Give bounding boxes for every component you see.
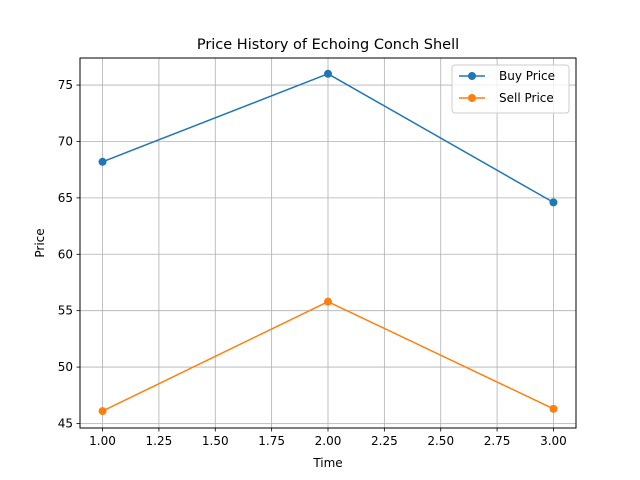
legend-label-sell: Sell Price bbox=[499, 91, 554, 105]
x-tick-label: 1.25 bbox=[146, 434, 173, 448]
y-tick-label: 55 bbox=[58, 304, 73, 318]
y-axis-ticks: 45 50 55 60 65 70 75 bbox=[58, 78, 80, 430]
x-tick-label: 3.00 bbox=[540, 434, 567, 448]
x-tick-label: 2.00 bbox=[315, 434, 342, 448]
data-point-sell bbox=[549, 404, 558, 413]
x-tick-label: 1.00 bbox=[89, 434, 116, 448]
y-tick-label: 75 bbox=[58, 78, 73, 92]
legend-marker-sell bbox=[468, 94, 476, 102]
data-point-sell bbox=[98, 407, 107, 416]
y-tick-label: 60 bbox=[58, 247, 73, 261]
y-tick-label: 50 bbox=[58, 360, 73, 374]
y-tick-label: 45 bbox=[58, 416, 73, 430]
chart-title: Price History of Echoing Conch Shell bbox=[197, 37, 459, 53]
x-axis-ticks: 1.00 1.25 1.50 1.75 2.00 2.25 2.50 2.75 3.00 bbox=[89, 428, 567, 448]
x-tick-label: 1.50 bbox=[202, 434, 229, 448]
data-point-buy bbox=[549, 198, 558, 207]
x-tick-label: 2.75 bbox=[484, 434, 511, 448]
legend: Buy Price Sell Price bbox=[451, 64, 570, 114]
x-tick-label: 2.25 bbox=[371, 434, 398, 448]
x-axis-title: Time bbox=[312, 456, 342, 470]
grid-lines bbox=[80, 58, 576, 428]
legend-box bbox=[451, 64, 570, 114]
legend-marker-buy bbox=[468, 72, 476, 80]
series-layer bbox=[98, 69, 558, 416]
x-tick-label: 1.75 bbox=[258, 434, 285, 448]
y-tick-label: 70 bbox=[58, 134, 73, 148]
y-tick-label: 65 bbox=[58, 191, 73, 205]
data-point-buy bbox=[324, 69, 332, 78]
data-point-sell bbox=[324, 297, 332, 306]
y-axis-title: Price bbox=[33, 228, 47, 257]
data-point-buy bbox=[98, 157, 107, 166]
x-tick-label: 2.50 bbox=[427, 434, 454, 448]
legend-label-buy: Buy Price bbox=[499, 69, 555, 83]
